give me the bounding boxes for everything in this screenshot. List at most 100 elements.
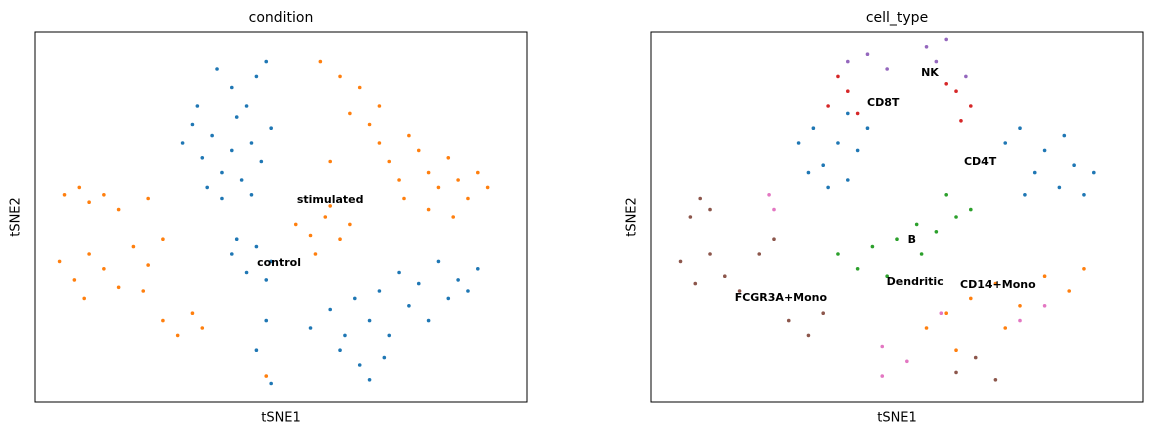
- point: [328, 307, 333, 312]
- point: [826, 104, 830, 108]
- point: [382, 355, 387, 360]
- point: [446, 296, 451, 301]
- point: [836, 141, 840, 145]
- point: [338, 237, 342, 241]
- point: [102, 267, 106, 271]
- cluster-label: CD8T: [867, 96, 900, 109]
- plot-frame: [34, 31, 528, 403]
- point: [357, 85, 362, 90]
- point: [934, 230, 939, 234]
- point: [944, 311, 948, 316]
- point: [895, 237, 899, 241]
- point: [264, 278, 269, 282]
- point: [264, 374, 269, 378]
- point: [476, 267, 480, 271]
- x-axis-label: tSNE1: [877, 411, 917, 426]
- point: [377, 104, 382, 108]
- point: [959, 119, 963, 123]
- point: [264, 318, 269, 323]
- point: [914, 222, 919, 227]
- point: [939, 311, 944, 316]
- point: [973, 355, 978, 360]
- point: [954, 370, 958, 375]
- point: [485, 185, 490, 190]
- point: [969, 296, 973, 301]
- point: [234, 237, 239, 241]
- point: [116, 207, 121, 212]
- point: [387, 333, 392, 338]
- point: [855, 267, 860, 271]
- point: [944, 82, 948, 86]
- point: [87, 200, 91, 204]
- point: [846, 59, 850, 64]
- point: [880, 344, 885, 349]
- point: [407, 133, 411, 138]
- point: [407, 304, 411, 308]
- point: [338, 348, 342, 353]
- point: [954, 348, 958, 353]
- point: [969, 104, 973, 108]
- point: [1042, 274, 1047, 279]
- plot-frame: [650, 31, 1144, 403]
- point: [416, 148, 421, 153]
- point: [772, 237, 776, 241]
- point: [82, 296, 86, 301]
- point: [836, 74, 840, 79]
- point: [1057, 185, 1062, 190]
- point: [161, 237, 165, 241]
- point: [456, 178, 460, 182]
- point: [905, 359, 909, 364]
- point: [934, 59, 939, 64]
- point: [846, 111, 850, 116]
- point: [244, 104, 249, 108]
- point: [215, 67, 219, 71]
- point: [1018, 126, 1022, 130]
- point: [402, 196, 406, 201]
- point: [436, 185, 441, 190]
- point: [885, 274, 889, 279]
- chart-title: cell_type: [866, 10, 928, 26]
- point: [205, 185, 209, 190]
- point: [1003, 141, 1008, 145]
- point: [397, 178, 401, 182]
- point: [230, 252, 234, 256]
- point: [767, 193, 771, 197]
- point: [826, 185, 830, 190]
- point: [377, 141, 382, 145]
- y-axis-label: tSNE2: [625, 197, 640, 237]
- point: [1062, 133, 1067, 138]
- point: [161, 318, 165, 323]
- point: [1082, 193, 1086, 197]
- point: [806, 333, 811, 338]
- point: [723, 274, 727, 279]
- point: [1072, 163, 1076, 167]
- point: [688, 215, 693, 219]
- point: [116, 285, 121, 290]
- point: [811, 126, 816, 130]
- y-axis-label: tSNE2: [9, 197, 24, 237]
- point: [230, 85, 234, 90]
- point: [328, 159, 333, 164]
- point: [269, 259, 273, 264]
- point: [146, 196, 150, 201]
- point: [885, 67, 889, 71]
- point: [1032, 170, 1037, 175]
- point: [846, 178, 850, 182]
- point: [698, 196, 702, 201]
- point: [254, 348, 259, 353]
- point: [367, 378, 372, 382]
- point: [269, 126, 273, 130]
- point: [367, 318, 372, 323]
- cluster-label: FCGR3A+Mono: [735, 291, 828, 304]
- point: [880, 374, 885, 378]
- point: [796, 141, 801, 145]
- cluster-label: CD14+Mono: [960, 278, 1036, 291]
- point: [328, 204, 333, 208]
- point: [318, 59, 323, 64]
- point: [387, 159, 392, 164]
- point: [855, 148, 860, 153]
- cluster-label: Dendritic: [887, 275, 944, 288]
- point: [821, 311, 825, 316]
